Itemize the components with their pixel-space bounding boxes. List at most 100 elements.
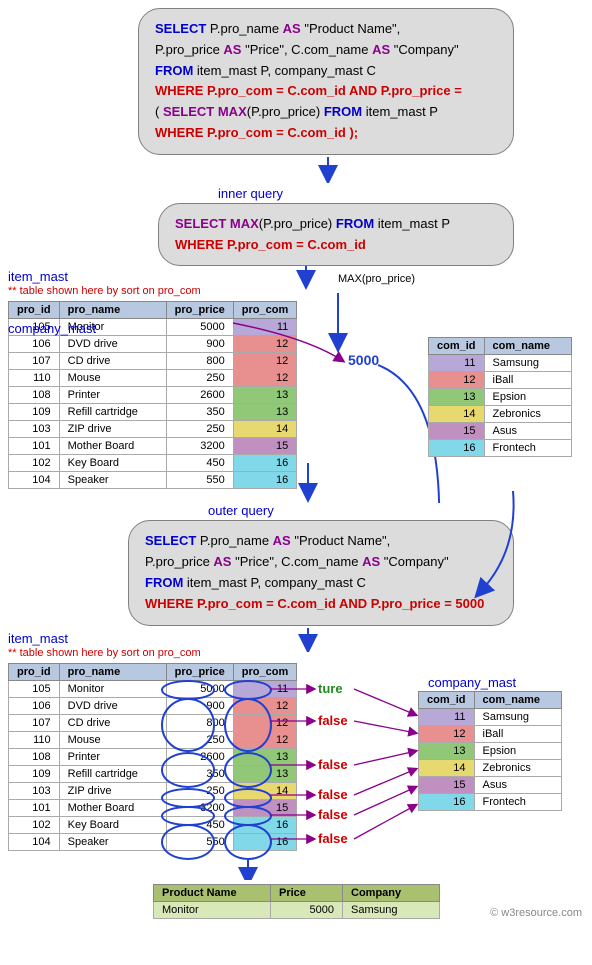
td: Key Board bbox=[59, 455, 166, 472]
t: "Company" bbox=[380, 554, 448, 569]
td: CD drive bbox=[59, 353, 166, 370]
td: 102 bbox=[9, 455, 60, 472]
td: DVD drive bbox=[59, 697, 166, 714]
val-5000: 5000 bbox=[348, 352, 379, 368]
td: 109 bbox=[9, 765, 60, 782]
table-row: 14Zebronics bbox=[419, 759, 562, 776]
td: 16 bbox=[429, 440, 485, 457]
kw: SELECT MAX bbox=[163, 104, 247, 119]
table-row: 108Printer260013 bbox=[9, 748, 297, 765]
outer-query-label: outer query bbox=[208, 503, 584, 518]
th: pro_price bbox=[166, 302, 233, 319]
kw: WHERE bbox=[145, 596, 193, 611]
td: 250 bbox=[166, 731, 233, 748]
max-label: MAX(pro_price) bbox=[338, 273, 415, 285]
table-row: 107CD drive80012 bbox=[9, 353, 297, 370]
td: DVD drive bbox=[59, 336, 166, 353]
kw: FROM bbox=[324, 104, 362, 119]
td: Refill cartridge bbox=[59, 765, 166, 782]
td: ZIP drive bbox=[59, 421, 166, 438]
company-mast-table: com_id com_name 11Samsung12iBall13Epsion… bbox=[428, 337, 572, 457]
td: Speaker bbox=[59, 833, 166, 850]
table-row: 12iBall bbox=[429, 372, 572, 389]
td: 12 bbox=[233, 336, 296, 353]
td: iBall bbox=[474, 725, 561, 742]
td: 13 bbox=[233, 404, 296, 421]
kw: FROM bbox=[336, 216, 374, 231]
t: item_mast P, company_mast C bbox=[183, 575, 366, 590]
t: "Price", C.com_name bbox=[241, 42, 372, 57]
td: Mother Board bbox=[59, 799, 166, 816]
td: 800 bbox=[166, 714, 233, 731]
th: Product Name bbox=[154, 884, 271, 901]
kw: WHERE bbox=[175, 237, 223, 252]
th: pro_com bbox=[233, 302, 296, 319]
td: Zebronics bbox=[474, 759, 561, 776]
table-row: 106DVD drive90012 bbox=[9, 336, 297, 353]
td: 13 bbox=[233, 748, 296, 765]
td: 13 bbox=[233, 387, 296, 404]
table-row: 103ZIP drive25014 bbox=[9, 782, 297, 799]
td: 350 bbox=[166, 404, 233, 421]
td: 250 bbox=[166, 782, 233, 799]
t: item_mast P bbox=[374, 216, 450, 231]
td: Samsung bbox=[474, 708, 561, 725]
table-row: 16Frontech bbox=[419, 793, 562, 810]
td: 12 bbox=[419, 725, 475, 742]
kw: SELECT MAX bbox=[175, 216, 259, 231]
td: Samsung bbox=[343, 901, 440, 918]
td: 16 bbox=[419, 793, 475, 810]
t: P.pro_com = C.com_id bbox=[223, 237, 365, 252]
outer-sql-box: SELECT P.pro_name AS "Product Name", P.p… bbox=[128, 520, 514, 625]
td: CD drive bbox=[59, 714, 166, 731]
arrow-icon bbox=[463, 491, 523, 611]
th: Price bbox=[271, 884, 343, 901]
kw: FROM bbox=[155, 63, 193, 78]
table-row: 101Mother Board320015 bbox=[9, 438, 297, 455]
th: Company bbox=[343, 884, 440, 901]
td: 14 bbox=[429, 406, 485, 423]
td: 450 bbox=[166, 455, 233, 472]
td: 16 bbox=[233, 472, 296, 489]
t: "Price", C.com_name bbox=[231, 554, 362, 569]
th: pro_price bbox=[166, 663, 233, 680]
t: P.pro_name bbox=[196, 533, 272, 548]
td: 101 bbox=[9, 438, 60, 455]
t: (P.pro_price) bbox=[259, 216, 336, 231]
td: Printer bbox=[59, 387, 166, 404]
kw: SELECT bbox=[155, 21, 206, 36]
td: 3200 bbox=[166, 799, 233, 816]
table-row: 15Asus bbox=[429, 423, 572, 440]
false-label: false bbox=[318, 787, 348, 802]
false-label: false bbox=[318, 807, 348, 822]
td: Epsion bbox=[484, 389, 571, 406]
td: 107 bbox=[9, 353, 60, 370]
td: 108 bbox=[9, 387, 60, 404]
td: 109 bbox=[9, 404, 60, 421]
table-row: 102Key Board45016 bbox=[9, 816, 297, 833]
t: item_mast P bbox=[362, 104, 438, 119]
td: 800 bbox=[166, 353, 233, 370]
t: P.pro_price = bbox=[377, 83, 462, 98]
th: com_id bbox=[419, 691, 475, 708]
th: pro_name bbox=[59, 302, 166, 319]
td: 107 bbox=[9, 714, 60, 731]
td: 11 bbox=[233, 319, 296, 336]
table-row: 102Key Board45016 bbox=[9, 455, 297, 472]
td: 250 bbox=[166, 421, 233, 438]
td: 450 bbox=[166, 816, 233, 833]
td: Speaker bbox=[59, 472, 166, 489]
td: 12 bbox=[233, 697, 296, 714]
table-row: 104Speaker55016 bbox=[9, 833, 297, 850]
td: 104 bbox=[9, 833, 60, 850]
td: 13 bbox=[419, 742, 475, 759]
td: 12 bbox=[233, 370, 296, 387]
td: 2600 bbox=[166, 748, 233, 765]
kw: AS bbox=[273, 533, 291, 548]
td: 15 bbox=[429, 423, 485, 440]
inner-query-label: inner query bbox=[218, 186, 584, 201]
td: 110 bbox=[9, 731, 60, 748]
th: pro_id bbox=[9, 663, 60, 680]
td: Frontech bbox=[474, 793, 561, 810]
t: "Product Name", bbox=[301, 21, 401, 36]
